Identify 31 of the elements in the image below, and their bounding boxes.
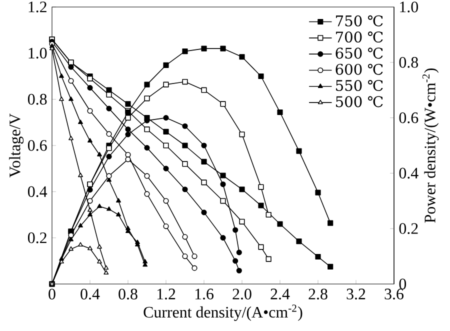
x-tick-label: 0.4 — [80, 288, 100, 300]
y-tick-label: 0.2 — [28, 232, 46, 244]
legend-label: 650 ℃ — [336, 48, 383, 59]
x-axis-title: Current density/(A•cm$^{-2}$) — [144, 304, 302, 321]
y-tick-label: 0.6 — [28, 140, 47, 151]
x-tick-label: 2.4 — [270, 288, 290, 300]
y2-axis-title: Power density/(W•cm$^{-2}$) — [422, 68, 439, 223]
x-tick-label: 3.2 — [346, 288, 366, 300]
y-tick-label: 1.0 — [28, 48, 47, 59]
y-tick-label: 1.2 — [28, 2, 46, 12]
legend-label: 700 ℃ — [336, 32, 383, 43]
x-tick-label: 1.6 — [195, 288, 214, 300]
y2-tick-label: 0.4 — [399, 168, 418, 179]
y2-tick-label: 1.0 — [400, 2, 418, 12]
y-tick-label: 0.8 — [28, 94, 47, 105]
legend-label: 750 ℃ — [336, 15, 383, 26]
x-tick-label: 2.8 — [308, 288, 328, 300]
x-tick-label: 0.8 — [118, 288, 138, 300]
y2-tick-label: 0 — [399, 278, 406, 290]
y-tick-label: 0.4 — [28, 186, 48, 198]
legend-label: 600 ℃ — [336, 64, 383, 75]
y2-tick-label: 0.6 — [399, 112, 418, 124]
x-tick-label: 0 — [48, 288, 56, 300]
x-tick-label: 2.0 — [232, 288, 252, 300]
y-axis-title: Voltage/V — [9, 113, 24, 178]
x-tick-label: 1.2 — [157, 288, 176, 300]
y2-tick-label: 0.8 — [399, 56, 418, 68]
legend-label: 500 ℃ — [336, 96, 383, 108]
y2-tick-label: 0.2 — [399, 223, 418, 234]
legend-label: 550 ℃ — [336, 80, 383, 92]
x-tick-label: 3.6 — [384, 288, 404, 300]
